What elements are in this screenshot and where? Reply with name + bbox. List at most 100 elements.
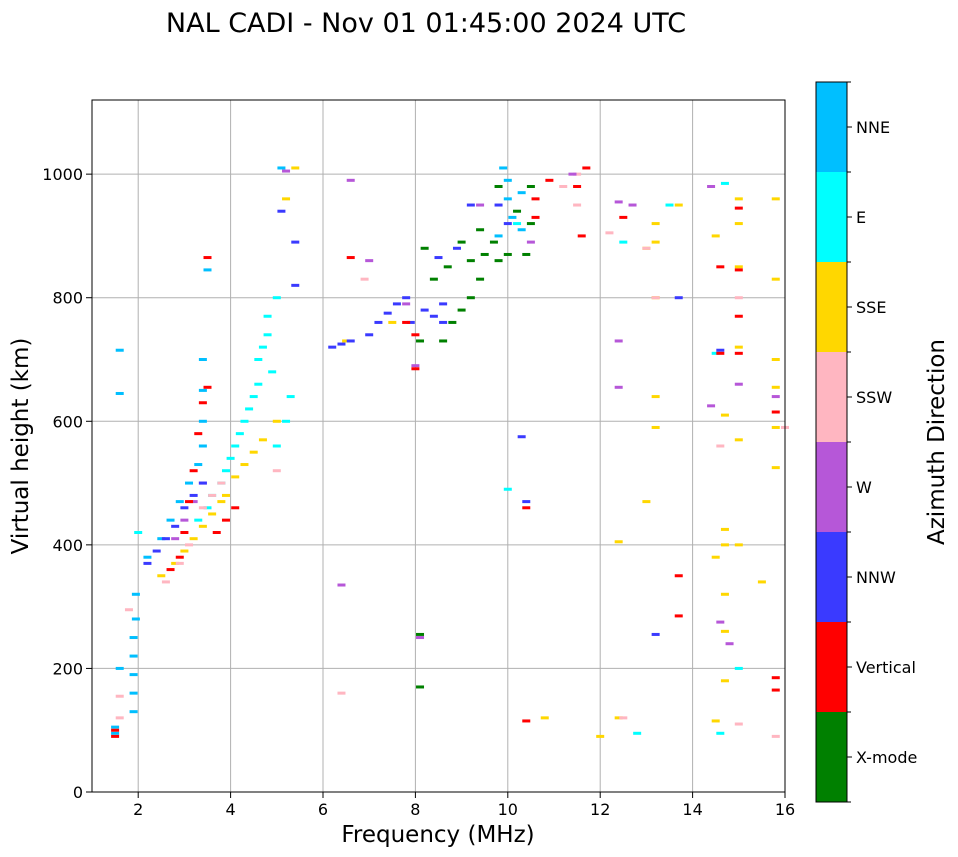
data-point-nne <box>517 191 526 195</box>
data-point-w <box>180 518 189 522</box>
data-point-vertical <box>674 614 683 618</box>
data-point-nnw <box>152 549 161 553</box>
data-point-sse <box>771 425 780 429</box>
data-point-sse <box>189 537 198 541</box>
data-point-nne <box>129 673 138 677</box>
data-point-x-mode <box>494 259 503 263</box>
y-tick-label: 400 <box>52 536 83 555</box>
data-point-ssw <box>175 561 184 565</box>
data-point-e <box>221 469 230 473</box>
data-point-vertical <box>522 719 531 723</box>
data-point-nne <box>494 234 503 238</box>
data-point-e <box>263 314 272 318</box>
data-point-sse <box>272 419 281 423</box>
data-point-nne <box>129 710 138 714</box>
data-point-vertical <box>771 688 780 692</box>
data-point-ssw <box>642 246 651 250</box>
data-point-nnw <box>143 561 152 565</box>
data-point-nne <box>111 725 120 729</box>
data-point-nnw <box>674 296 683 300</box>
data-point-w <box>337 583 346 587</box>
data-point-w <box>707 185 716 188</box>
data-point-w <box>402 302 411 306</box>
data-point-ssw <box>771 734 780 738</box>
data-point-nnw <box>517 435 526 439</box>
data-point-nnw <box>503 222 512 226</box>
data-point-e <box>245 407 254 411</box>
data-point-ssw <box>208 493 217 497</box>
data-point-ssw <box>360 277 369 281</box>
y-tick-label: 800 <box>52 289 83 308</box>
data-point-w <box>411 364 420 368</box>
data-point-sse <box>711 719 720 723</box>
data-point-sse <box>720 629 729 633</box>
data-point-sse <box>596 734 605 738</box>
data-point-w <box>416 636 425 640</box>
data-point-x-mode <box>480 252 489 256</box>
data-point-ssw <box>217 481 226 485</box>
data-point-vertical <box>734 206 743 210</box>
data-point-vertical <box>111 734 120 738</box>
colorbar-tick-label: SSE <box>856 298 886 317</box>
data-point-nnw <box>439 302 448 306</box>
data-point-nne <box>277 166 286 170</box>
data-point-nnw <box>171 524 180 528</box>
data-point-nne <box>129 691 138 695</box>
data-point-vertical <box>716 265 725 269</box>
data-point-nne <box>157 537 166 541</box>
data-point-nnw <box>346 339 355 343</box>
colorbar-segment <box>816 172 847 262</box>
data-point-vertical <box>231 506 240 510</box>
data-point-vertical <box>212 531 221 534</box>
y-axis-label: Virtual height (km) <box>8 338 34 555</box>
data-point-sse <box>208 512 217 516</box>
data-point-x-mode <box>503 252 512 256</box>
data-point-sse <box>651 395 660 399</box>
data-point-vertical <box>203 385 212 389</box>
data-point-e <box>203 506 212 510</box>
data-point-nne <box>129 636 138 640</box>
data-point-x-mode <box>513 209 522 213</box>
data-point-e <box>513 222 522 226</box>
data-point-sse <box>180 549 189 553</box>
data-point-nnw <box>180 506 189 510</box>
data-point-vertical <box>221 518 230 522</box>
data-point-w <box>771 395 780 399</box>
x-tick-label: 2 <box>133 800 143 819</box>
data-point-x-mode <box>526 185 535 188</box>
data-point-nne <box>111 731 120 735</box>
data-point-vertical <box>175 555 184 559</box>
data-point-nne <box>194 463 203 467</box>
data-point-x-mode <box>416 339 425 343</box>
data-point-sse <box>651 222 660 226</box>
data-point-vertical <box>545 178 554 182</box>
data-point-vertical <box>111 728 120 732</box>
colorbar-segment <box>816 352 847 442</box>
data-point-vertical <box>734 268 743 272</box>
data-point-sse <box>734 265 743 269</box>
data-point-sse <box>258 438 267 442</box>
data-point-vertical <box>577 234 586 238</box>
data-point-x-mode <box>522 252 531 256</box>
data-point-ssw <box>734 296 743 300</box>
x-axis-ticks: 2 4 6 8 10 12 14 16 <box>133 792 795 819</box>
data-point-sse <box>734 197 743 201</box>
data-point-nne <box>175 500 184 504</box>
data-point-vertical <box>771 410 780 414</box>
data-point-vertical <box>180 531 189 534</box>
data-point-e <box>272 296 281 300</box>
y-tick-label: 0 <box>73 783 83 802</box>
data-point-nnw <box>439 320 448 324</box>
data-point-x-mode <box>429 277 438 281</box>
data-point-x-mode <box>476 277 485 281</box>
data-point-e <box>282 419 291 423</box>
data-point-sse <box>540 716 549 720</box>
data-point-sse <box>771 358 780 361</box>
data-point-vertical <box>203 256 212 260</box>
data-points <box>111 166 789 738</box>
data-point-x-mode <box>416 632 425 636</box>
data-point-nne <box>198 388 207 392</box>
x-tick-label: 8 <box>410 800 420 819</box>
data-point-sse <box>198 524 207 528</box>
data-point-sse <box>771 277 780 281</box>
